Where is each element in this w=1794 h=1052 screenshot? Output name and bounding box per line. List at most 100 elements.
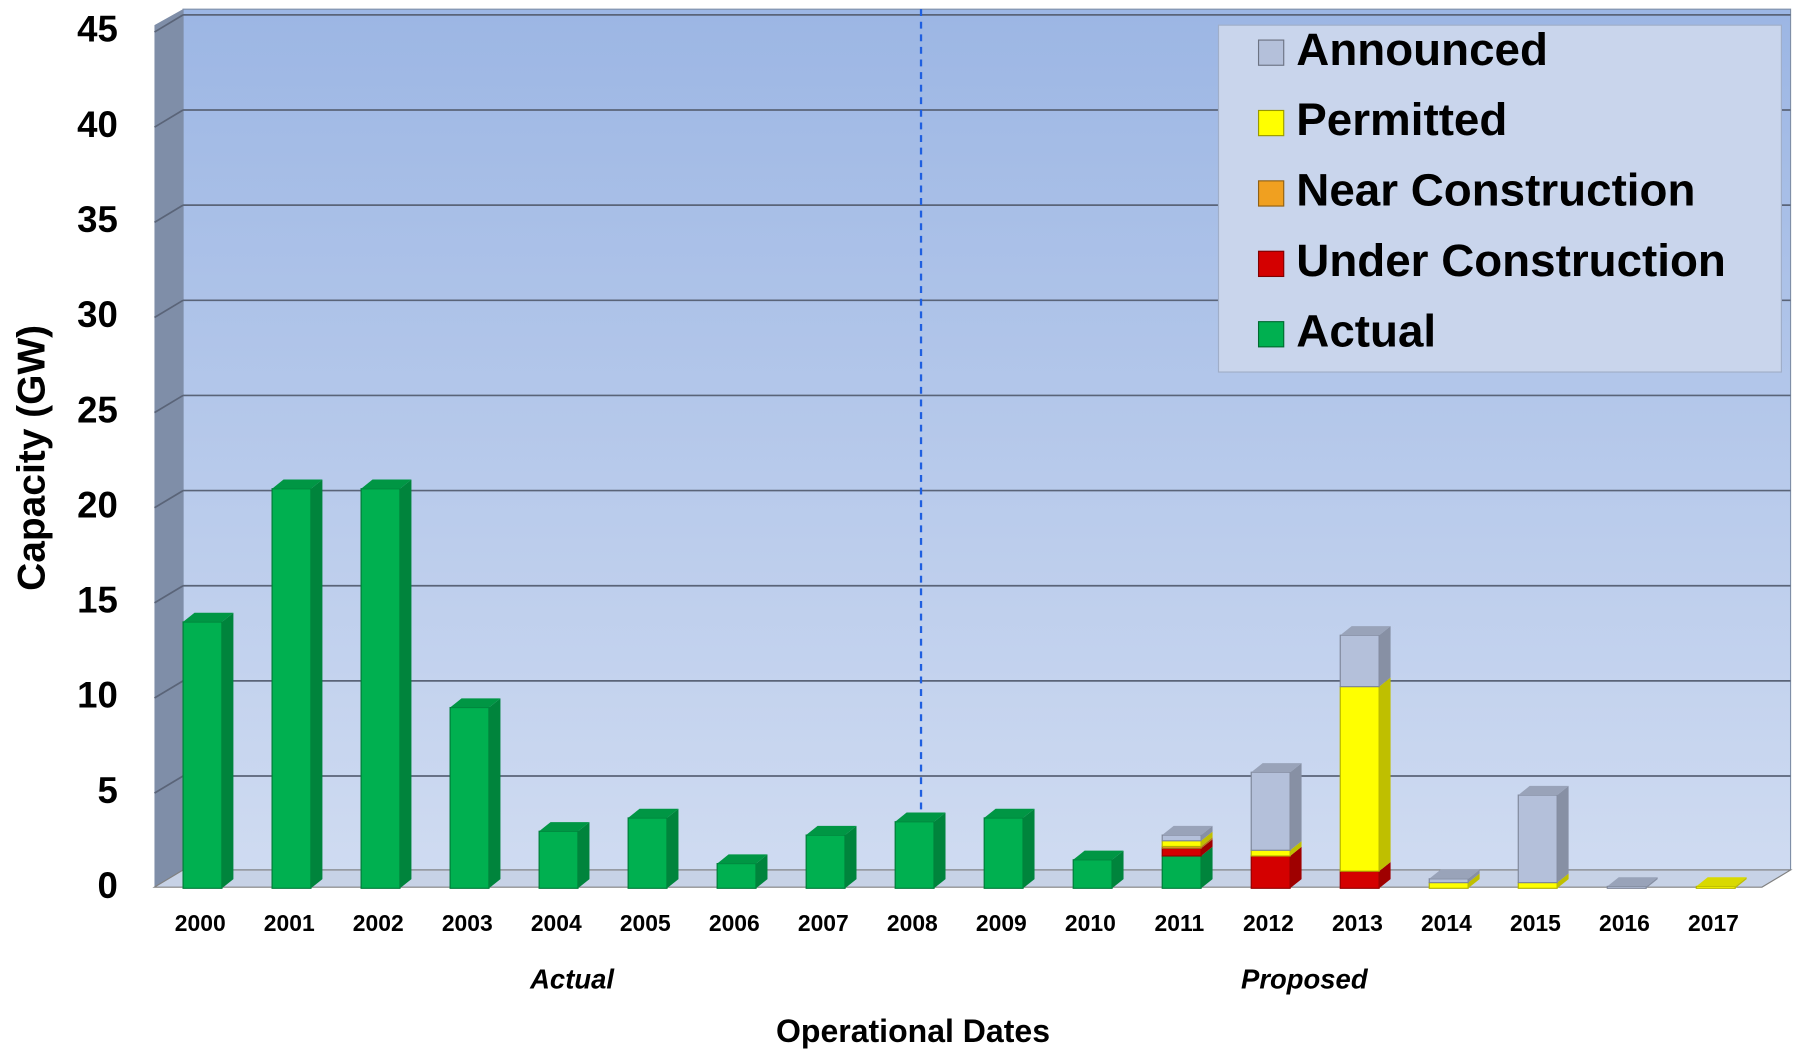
bar-segment: [1428, 878, 1469, 884]
grid-line: [154, 109, 184, 128]
bar-segment: [1606, 885, 1647, 889]
x-tick-label: 2004: [531, 910, 582, 936]
legend-label: Actual: [1296, 305, 1436, 356]
bar-segment: [1339, 634, 1380, 688]
bar-side: [1557, 873, 1569, 889]
bar-top: [895, 812, 946, 822]
x-tick-label: 2002: [353, 910, 404, 936]
bar-segment: [271, 488, 312, 889]
bar-side: [1201, 846, 1213, 889]
bar-side: [934, 812, 946, 889]
x-tick-label: 2007: [798, 910, 849, 936]
x-tick-label: 2005: [620, 910, 671, 936]
x-tick-label: 2013: [1332, 910, 1383, 936]
bar-side: [845, 825, 857, 889]
bar-side: [1290, 841, 1302, 856]
bar-top: [1696, 877, 1747, 887]
bar-side: [1290, 763, 1302, 851]
bar-side: [1468, 873, 1480, 889]
bar-segment: [182, 621, 223, 889]
grid-line: [154, 204, 184, 224]
bar-side: [221, 612, 234, 889]
bar-segment: [1161, 834, 1202, 842]
y-axis-label: Capacity (GW): [11, 325, 54, 591]
x-tick-label: 2010: [1065, 910, 1116, 936]
bar-segment: [449, 706, 490, 889]
bar-side: [756, 854, 768, 889]
bar-side: [399, 479, 412, 889]
legend-swatch: [1257, 250, 1285, 278]
grid-line: [154, 299, 184, 319]
bar-top: [628, 808, 679, 818]
bar-side: [1112, 850, 1124, 889]
grid-line: [154, 775, 184, 794]
bar-segment: [1695, 885, 1736, 889]
y-tick-label: 15: [77, 580, 118, 621]
x-tick-label: 2012: [1243, 910, 1294, 936]
legend-swatch: [1257, 109, 1285, 137]
grid-line: [154, 489, 184, 509]
bar-segment: [1250, 855, 1291, 889]
bar-segment: [1072, 859, 1113, 889]
bar-segment: [1161, 847, 1202, 857]
bar-side: [1201, 825, 1213, 841]
bar-side: [1646, 877, 1658, 889]
y-tick-label: 25: [77, 389, 118, 430]
legend-label: Near Construction: [1296, 165, 1695, 216]
bar-segment: [1250, 849, 1291, 857]
bar-top: [717, 854, 768, 864]
bar-top: [272, 479, 323, 489]
bar-segment: [1517, 794, 1558, 884]
x-axis-label: Operational Dates: [776, 1013, 1050, 1049]
bar-segment: [983, 817, 1024, 889]
bar-side: [1201, 837, 1213, 849]
bar-top: [450, 698, 501, 708]
bar-segment: [1517, 882, 1558, 889]
legend-label: Permitted: [1296, 94, 1507, 145]
x-tick-label: 2016: [1599, 910, 1650, 936]
bar-side: [1735, 877, 1747, 889]
bar-side: [1379, 677, 1391, 872]
x-tick-label: 2000: [175, 910, 226, 936]
y-tick-label: 35: [77, 199, 118, 240]
y-tick-label: 30: [77, 294, 118, 335]
legend-label: Under Construction: [1296, 235, 1726, 286]
x-tick-label: 2015: [1510, 910, 1561, 936]
bar-segment: [1250, 771, 1291, 851]
bar-segment: [1161, 840, 1202, 848]
legend: [1217, 24, 1782, 373]
side-wall: [154, 9, 184, 888]
bar-top: [1429, 869, 1480, 879]
bar-side: [1379, 862, 1391, 889]
legend-swatch: [1257, 39, 1285, 66]
x-tick-label: 2011: [1155, 910, 1205, 936]
bar-side: [1557, 785, 1569, 883]
annotation: Proposed: [1241, 963, 1369, 994]
bar-side: [1290, 846, 1302, 889]
bar-segment: [894, 821, 935, 889]
bar-side: [1379, 626, 1391, 687]
x-tick-label: 2017: [1688, 910, 1739, 936]
bar-segment: [1161, 855, 1202, 889]
bar-side: [1201, 831, 1213, 847]
bar-top: [539, 822, 590, 832]
bar-segment: [360, 488, 401, 889]
bar-side: [1201, 839, 1213, 856]
bar-side: [667, 808, 679, 889]
bar-top: [1251, 763, 1302, 773]
x-tick-label: 2001: [264, 910, 315, 936]
y-tick-label: 0: [97, 865, 117, 906]
bar-side: [1023, 808, 1035, 889]
bar-side: [310, 479, 323, 889]
bar-segment: [805, 834, 846, 889]
x-tick-label: 2006: [709, 910, 760, 936]
bar-top: [361, 479, 412, 489]
bar-top: [183, 612, 234, 622]
bar-segment: [1428, 882, 1469, 889]
bar-segment: [627, 817, 668, 889]
legend-label: Announced: [1296, 24, 1548, 75]
y-tick-label: 40: [77, 104, 118, 145]
annotation: Actual: [529, 963, 615, 994]
legend-swatch: [1257, 321, 1285, 348]
y-tick-label: 5: [97, 770, 117, 811]
